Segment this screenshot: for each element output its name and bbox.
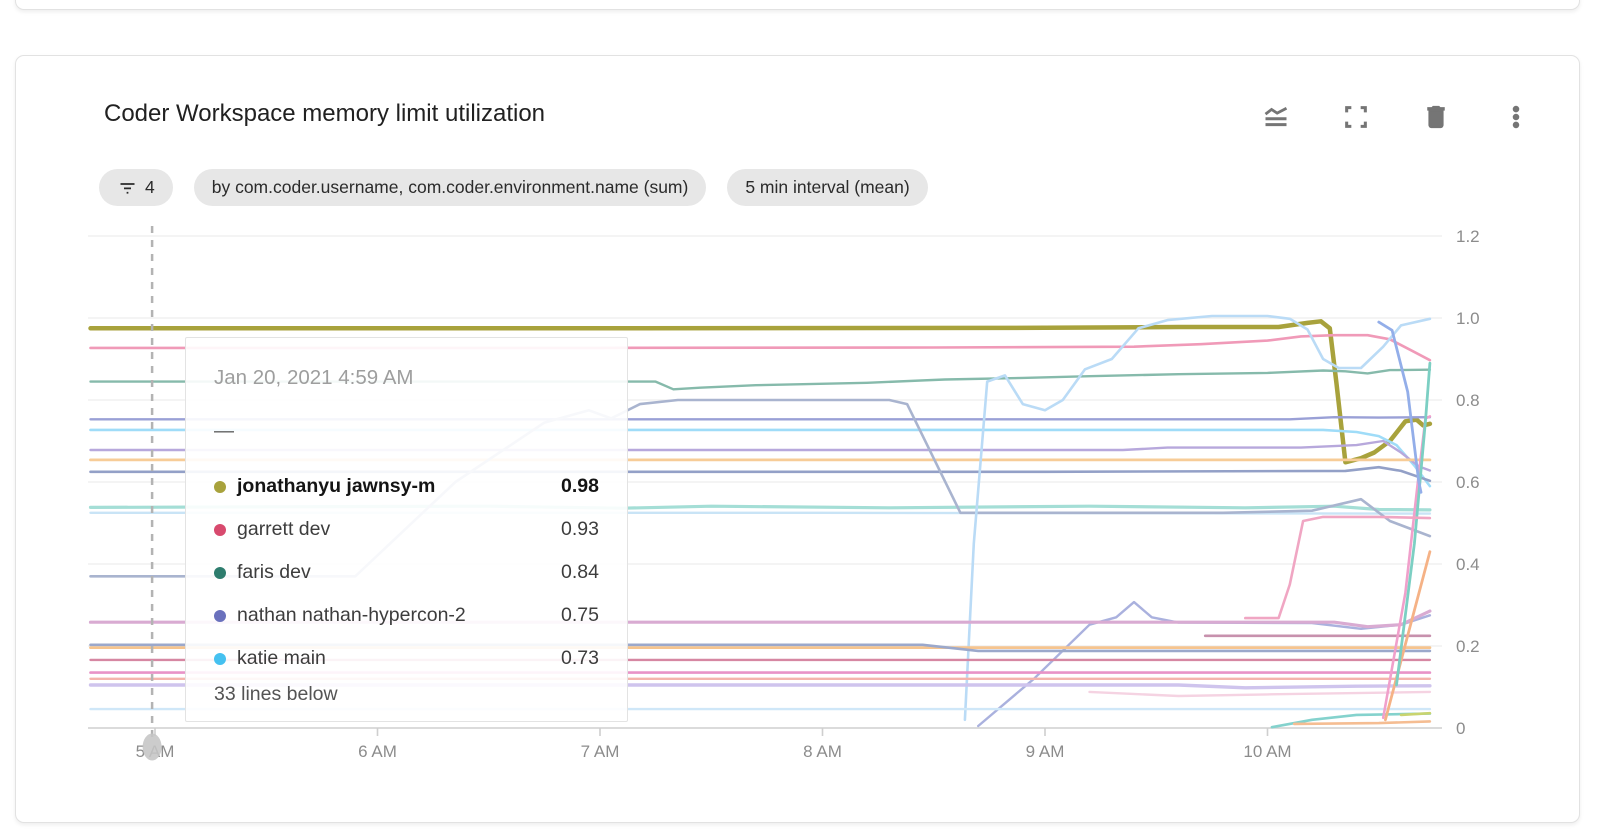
trash-icon bbox=[1422, 103, 1450, 136]
y-axis-tick-label: 0 bbox=[1456, 719, 1465, 738]
group-by-chip[interactable]: by com.coder.username, com.coder.environ… bbox=[193, 169, 707, 206]
more-options-button[interactable] bbox=[1501, 104, 1531, 134]
series-line-unlabeled-orange-riser bbox=[1384, 550, 1432, 722]
tooltip-series-row: jonathanyu jawnsy-m 0.98 bbox=[214, 465, 599, 508]
tooltip-series-row: faris dev 0.84 bbox=[214, 551, 599, 594]
series-line-unlabeled-purple bbox=[89, 439, 1432, 472]
series-name: faris dev bbox=[237, 561, 311, 583]
series-line-unlabeled-orange-bottom bbox=[1292, 720, 1432, 726]
x-axis-tick-label: 9 AM bbox=[1026, 742, 1065, 761]
card-toolbar bbox=[1261, 104, 1531, 134]
y-axis-tick-label: 0.6 bbox=[1456, 473, 1480, 492]
series-line-unlabeled-blue-faller bbox=[1377, 320, 1423, 494]
tooltip-series-row: nathan nathan-hypercon-2 0.75 bbox=[214, 594, 599, 637]
series-line-nathan nathan-hypercon-2 bbox=[89, 416, 1432, 421]
x-axis-tick-label: 10 AM bbox=[1243, 742, 1291, 761]
series-line-unlabeled-pale-pink bbox=[1088, 690, 1432, 698]
tooltip-series-row: katie main 0.73 bbox=[214, 637, 599, 680]
filter-list-icon bbox=[117, 177, 138, 198]
series-name: nathan nathan-hypercon-2 bbox=[237, 604, 466, 626]
series-name: katie main bbox=[237, 647, 326, 669]
y-axis-tick-label: 1.0 bbox=[1456, 309, 1480, 328]
series-line-unlabeled-yellow-green bbox=[1399, 711, 1432, 717]
fullscreen-icon bbox=[1342, 103, 1370, 136]
series-color-dot bbox=[214, 566, 226, 579]
y-axis-tick-label: 0.4 bbox=[1456, 555, 1480, 574]
x-axis-tick-label: 7 AM bbox=[581, 742, 620, 761]
series-line-unlabeled-teal-bottom bbox=[1270, 712, 1432, 729]
kebab-menu-icon bbox=[1502, 103, 1530, 136]
cursor-drag-handle[interactable] bbox=[142, 733, 162, 761]
series-line-faris dev bbox=[89, 368, 1432, 391]
y-axis-tick-label: 0.8 bbox=[1456, 391, 1480, 410]
chart-tooltip: Jan 20, 2021 4:59 AM — jonathanyu jawnsy… bbox=[185, 337, 628, 722]
series-line-katie main bbox=[89, 428, 1432, 488]
chart-title: Coder Workspace memory limit utilization bbox=[104, 100, 546, 127]
tooltip-dash: — bbox=[214, 420, 234, 442]
series-line-unlabeled-light-blue-riser bbox=[963, 314, 1432, 722]
series-color-dot bbox=[214, 480, 226, 493]
stacked-line-chart-icon bbox=[1262, 103, 1290, 136]
tooltip-overflow-note: 33 lines below bbox=[214, 683, 338, 705]
tooltip-series-list: jonathanyu jawnsy-m 0.98 garrett dev 0.93 fa… bbox=[214, 465, 599, 680]
group-by-label: by com.coder.username, com.coder.environ… bbox=[211, 177, 689, 197]
query-chips-row: 4 by com.coder.username, com.coder.envir… bbox=[99, 169, 928, 206]
series-line-unlabeled-pink-riser bbox=[1244, 515, 1432, 620]
fullscreen-button[interactable] bbox=[1341, 104, 1371, 134]
chart-type-button[interactable] bbox=[1261, 104, 1291, 134]
series-line-unlabeled-slate bbox=[89, 465, 1432, 483]
series-value: 0.73 bbox=[561, 647, 599, 669]
filter-chip[interactable]: 4 bbox=[99, 169, 173, 206]
series-line-unlabeled-lavender bbox=[88, 683, 1432, 690]
previous-card-bottom-edge bbox=[15, 0, 1580, 10]
tooltip-timestamp: Jan 20, 2021 4:59 AM bbox=[214, 366, 414, 389]
x-axis-tick-label: 8 AM bbox=[803, 742, 842, 761]
series-value: 0.98 bbox=[561, 475, 599, 497]
series-name: jonathanyu jawnsy-m bbox=[237, 475, 436, 497]
series-line-jonathanyu jawnsy-m bbox=[88, 319, 1433, 465]
series-color-dot bbox=[214, 609, 226, 622]
x-axis-tick-label: 6 AM bbox=[358, 742, 397, 761]
delete-button[interactable] bbox=[1421, 104, 1451, 134]
y-axis-tick-label: 1.2 bbox=[1456, 227, 1480, 246]
y-axis-tick-label: 0.2 bbox=[1456, 637, 1480, 656]
series-name: garrett dev bbox=[237, 518, 331, 540]
series-color-dot bbox=[214, 652, 226, 665]
tooltip-series-row: garrett dev 0.93 bbox=[214, 508, 599, 551]
interval-label: 5 min interval (mean) bbox=[745, 177, 910, 197]
filter-count: 4 bbox=[145, 177, 155, 197]
series-color-dot bbox=[214, 523, 226, 536]
series-value: 0.84 bbox=[561, 561, 599, 583]
series-value: 0.75 bbox=[561, 604, 599, 626]
series-value: 0.93 bbox=[561, 518, 599, 540]
interval-chip[interactable]: 5 min interval (mean) bbox=[727, 169, 928, 206]
